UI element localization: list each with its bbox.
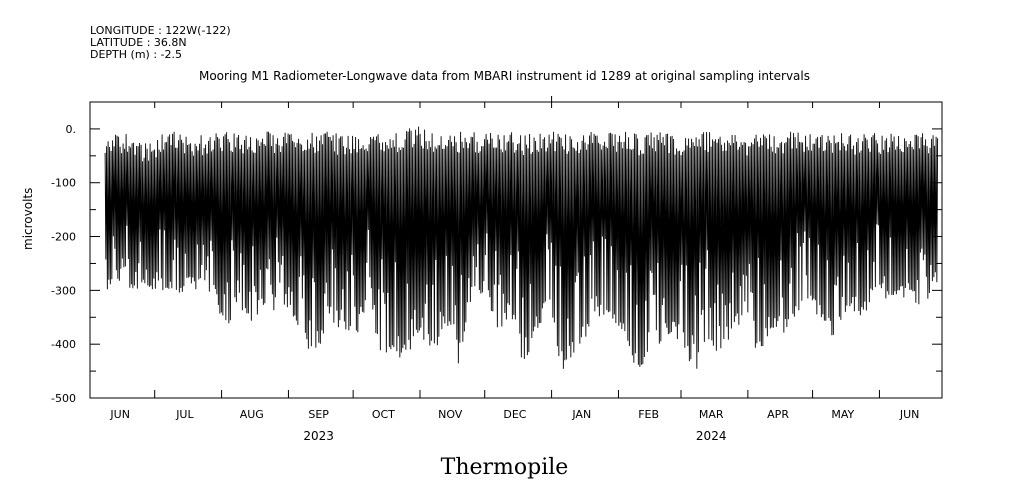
y-tick-label: -100 (51, 177, 76, 190)
caption: Thermopile (440, 455, 569, 480)
x-tick-label: OCT (372, 408, 395, 421)
x-tick-label: FEB (638, 408, 659, 421)
x-tick-label: SEP (308, 408, 329, 421)
x-tick-label: MAR (699, 408, 724, 421)
x-tick-label: JAN (571, 408, 591, 421)
y-tick-label: -400 (51, 338, 76, 351)
x-tick-label: APR (767, 408, 789, 421)
longitude-label: LONGITUDE : 122W(-122) (90, 24, 231, 37)
x-tick-label: JUL (175, 408, 194, 421)
latitude-label: LATITUDE : 36.8N (90, 36, 187, 49)
y-tick-label: -500 (51, 392, 76, 405)
x-year-label: 2023 (303, 429, 334, 443)
x-tick-label: DEC (503, 408, 526, 421)
x-tick-label: AUG (240, 408, 264, 421)
x-tick-label: JUN (109, 408, 130, 421)
x-year-label: 2024 (696, 429, 727, 443)
chart-title: Mooring M1 Radiometer-Longwave data from… (198, 69, 810, 83)
x-tick-label: NOV (438, 408, 463, 421)
x-tick-label: JUN (899, 408, 920, 421)
data-series-thermopile (104, 126, 939, 369)
y-tick-label: 0. (66, 123, 77, 136)
y-tick-label: -200 (51, 231, 76, 244)
y-tick-label: -300 (51, 284, 76, 297)
depth-label: DEPTH (m) : -2.5 (90, 48, 183, 61)
plot-frame (89, 101, 943, 399)
x-tick-label: MAY (831, 408, 854, 421)
